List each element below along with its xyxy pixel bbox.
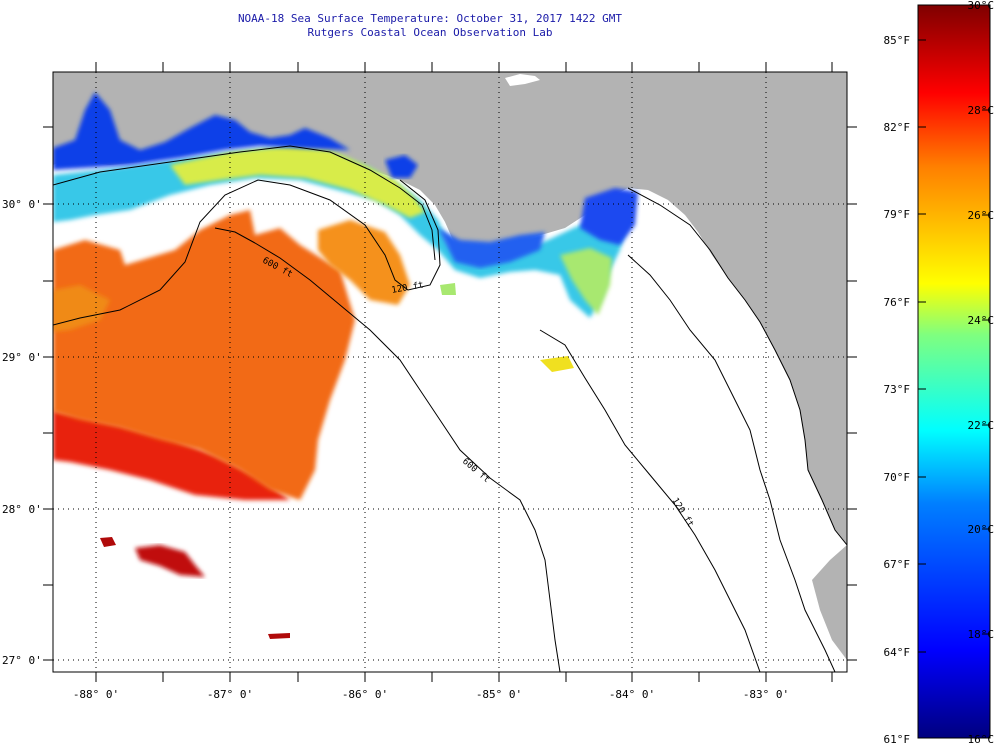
lat-label: 30° 0' bbox=[2, 198, 42, 211]
celsius-label: 18°C bbox=[968, 628, 995, 641]
fahrenheit-label: 67°F bbox=[884, 558, 911, 571]
sst-orange-east bbox=[53, 285, 110, 332]
contour-600ft-east bbox=[539, 329, 761, 672]
map-frame bbox=[52, 71, 848, 673]
celsius-label: 22°C bbox=[968, 419, 995, 432]
sst-yellow-band bbox=[170, 146, 425, 218]
map-subtitle: Rutgers Coastal Ocean Observation Lab bbox=[307, 26, 553, 39]
graticule bbox=[53, 72, 847, 672]
lat-label: 28° 0' bbox=[2, 503, 42, 516]
contour-120ft-upper bbox=[53, 145, 436, 261]
sst-cyan-band bbox=[53, 146, 628, 318]
celsius-label: 24°C bbox=[968, 314, 995, 327]
colorbar-ticks bbox=[918, 39, 990, 653]
contour-label: 600 ft bbox=[460, 457, 491, 486]
land-florida-tip bbox=[812, 545, 847, 660]
lon-label: -86° 0' bbox=[342, 688, 388, 701]
sst-green-spot bbox=[440, 283, 456, 295]
axis-ticks bbox=[43, 62, 857, 682]
fahrenheit-label: 79°F bbox=[884, 208, 911, 221]
contour-120ft-west bbox=[53, 179, 441, 326]
lon-label: -87° 0' bbox=[207, 688, 253, 701]
fahrenheit-label: 82°F bbox=[884, 121, 911, 134]
fahrenheit-label: 73°F bbox=[884, 383, 911, 396]
fahrenheit-label: 61°F bbox=[884, 733, 911, 746]
fahrenheit-label: 85°F bbox=[884, 34, 911, 47]
celsius-label: 20°C bbox=[968, 523, 995, 536]
land-mass bbox=[53, 72, 847, 545]
lon-label: -85° 0' bbox=[476, 688, 522, 701]
sst-red-patch bbox=[135, 545, 205, 577]
sst-blue-coast-east bbox=[580, 188, 638, 245]
sst-blue-bay bbox=[385, 155, 418, 178]
contour-label: 120 ft bbox=[669, 496, 695, 529]
contour-600ft bbox=[214, 227, 561, 672]
lat-label: 27° 0' bbox=[2, 654, 42, 667]
fahrenheit-label: 64°F bbox=[884, 646, 911, 659]
celsius-label: 16°C bbox=[968, 733, 995, 746]
sst-blue-bend bbox=[438, 228, 545, 268]
coastline-east bbox=[627, 187, 847, 546]
lat-label: 29° 0' bbox=[2, 351, 42, 364]
colorbar bbox=[917, 4, 991, 739]
sst-blue-coast-west bbox=[53, 92, 350, 170]
sst-red-fleck-2 bbox=[268, 633, 290, 639]
lon-label: -84° 0' bbox=[609, 688, 655, 701]
sst-green-east bbox=[560, 248, 612, 315]
sst-red-band bbox=[53, 410, 290, 500]
celsius-label: 26°C bbox=[968, 209, 995, 222]
sst-orange-west bbox=[53, 210, 355, 500]
map-title: NOAA-18 Sea Surface Temperature: October… bbox=[237, 12, 623, 25]
lon-label: -88° 0' bbox=[73, 688, 119, 701]
sst-yellow-spot bbox=[540, 356, 574, 372]
celsius-label: 28°C bbox=[968, 104, 995, 117]
sst-cloud-speck bbox=[505, 74, 540, 86]
sst-orange-island bbox=[318, 220, 410, 305]
contour-120ft-east bbox=[627, 254, 836, 672]
lon-label: -83° 0' bbox=[743, 688, 789, 701]
celsius-label: 30°C bbox=[968, 0, 995, 12]
fahrenheit-label: 76°F bbox=[884, 296, 911, 309]
fahrenheit-label: 70°F bbox=[884, 471, 911, 484]
sst-red-fleck-1 bbox=[100, 537, 116, 547]
